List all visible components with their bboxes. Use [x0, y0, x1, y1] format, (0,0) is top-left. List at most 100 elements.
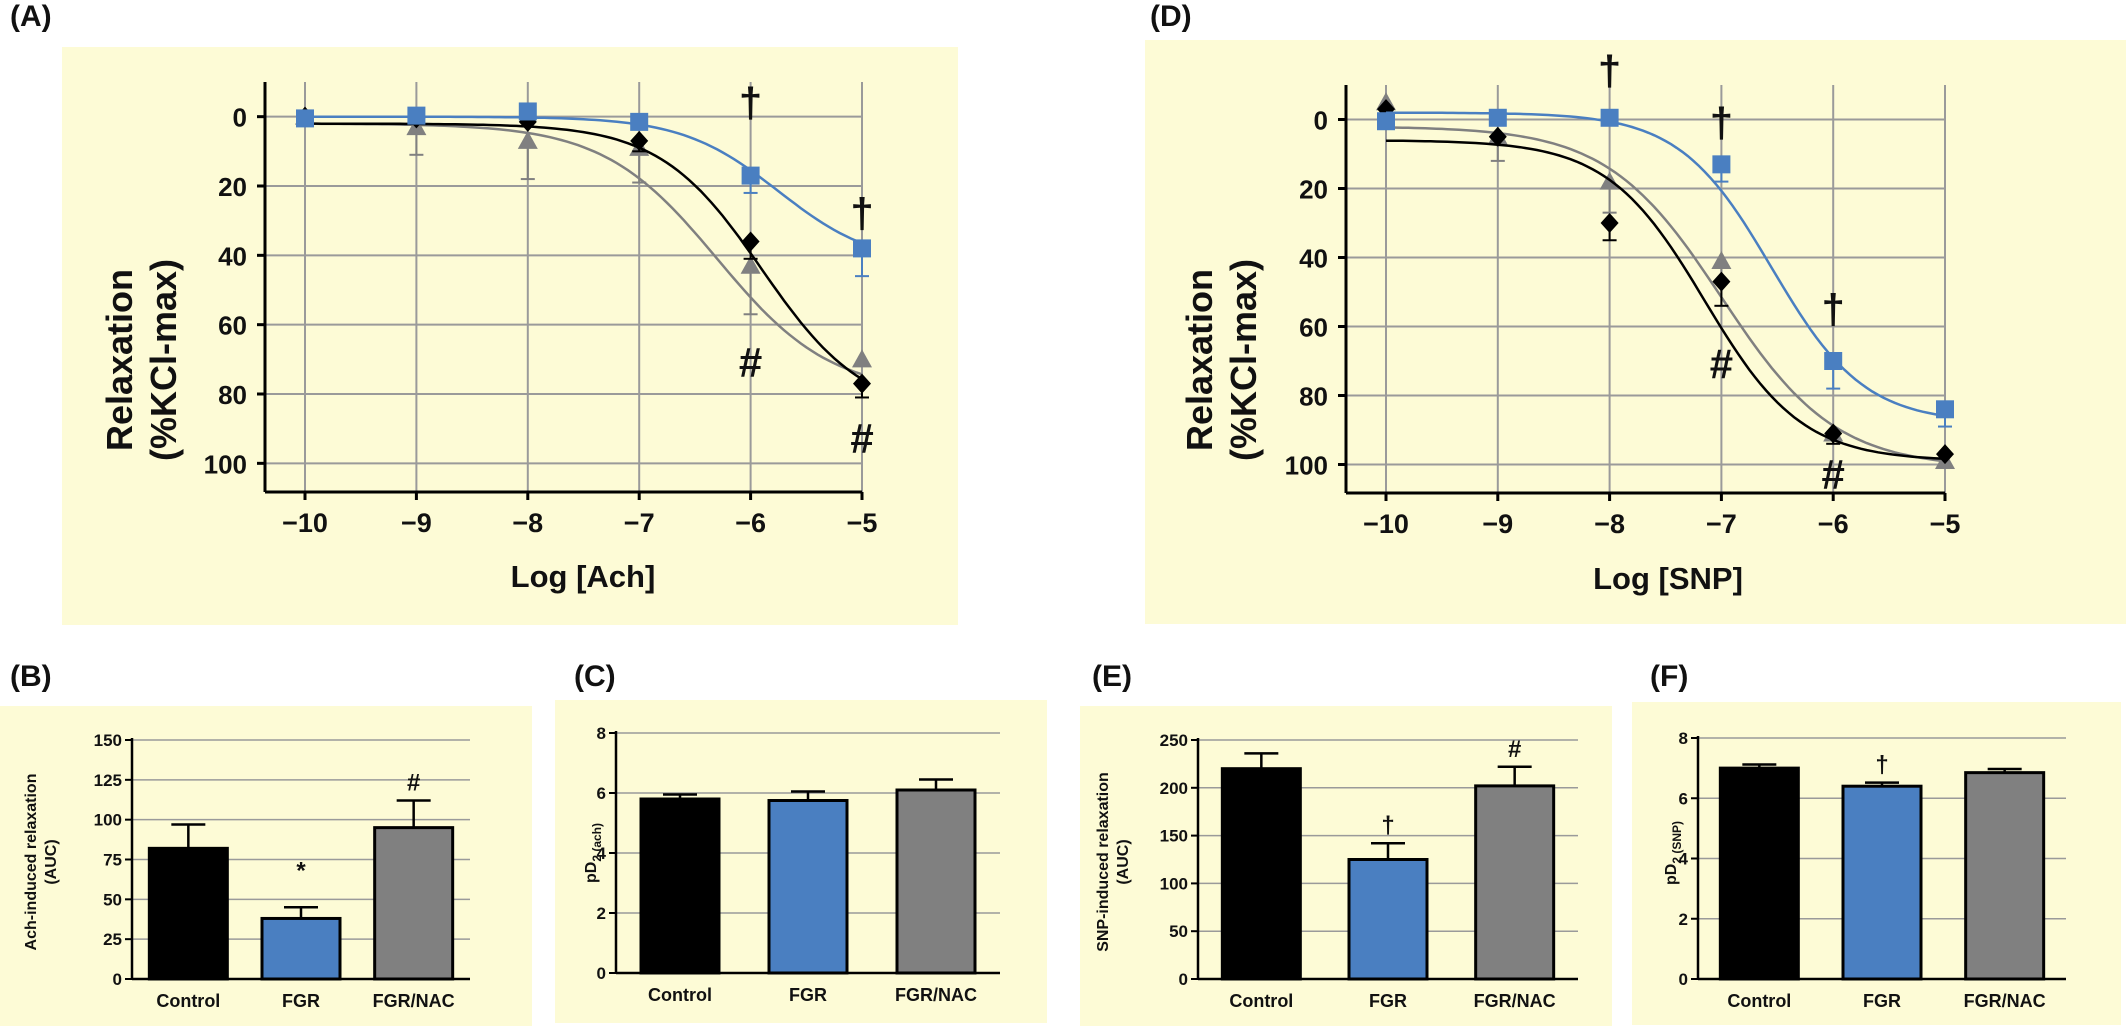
x-tick-label: FGR: [789, 985, 827, 1005]
y-tick-label: 6: [1679, 789, 1688, 808]
fit-curve: [305, 115, 863, 245]
y-axis-title-line: SNP-induced relaxation: [1095, 772, 1112, 952]
y-tick-label: 40: [1299, 244, 1328, 274]
significance-mark: †: [1710, 99, 1733, 146]
y-axis-title: Relaxation(%KCl-max): [1179, 259, 1264, 461]
bar-fgr: [1841, 784, 1923, 981]
x-tick-label: FGR: [1863, 991, 1901, 1011]
y-tick-label: 0: [597, 964, 606, 983]
y-tick-label: 0: [233, 103, 247, 133]
bar-fgr: [260, 916, 342, 981]
series-fgr: [296, 102, 871, 278]
x-tick-label: −5: [847, 508, 878, 538]
x-tick-label: FGR: [1369, 991, 1407, 1011]
y-tick-label: 250: [1160, 731, 1188, 750]
significance-mark: #: [407, 770, 420, 797]
data-point-square: [1377, 112, 1395, 131]
panel-label: (C): [574, 660, 616, 693]
bar-fgr_nac: [1474, 784, 1556, 981]
fit-curve: [1386, 111, 1946, 418]
y-tick-label: 60: [1299, 313, 1328, 343]
y-tick-label: 2: [597, 904, 606, 923]
x-tick-label: −7: [1706, 509, 1737, 539]
panel-a: (A) 0 20 40 60 80 100 −10 −9 −8 −7 −6 −5 Log [Ach] Rel…: [10, 0, 958, 625]
y-axis-title-subscript: 2 (SNP): [1670, 821, 1684, 864]
x-tick-label: FGR: [282, 991, 320, 1011]
y-tick-label: 60: [218, 311, 247, 341]
y-axis-title-main: pD: [583, 862, 600, 883]
x-tick-label: −5: [1930, 509, 1961, 539]
y-axis-title-subscript: 2 (ach): [590, 823, 604, 862]
x-tick-label: −7: [624, 508, 655, 538]
y-tick-label: 6: [597, 784, 606, 803]
y-axis-title: pD2 (SNP): [1663, 821, 1684, 885]
significance-mark: #: [1822, 451, 1845, 498]
y-tick-label: 100: [94, 811, 122, 830]
bar-control: [639, 797, 721, 975]
y-axis-title-line: (AUC): [43, 839, 60, 884]
y-tick-label: 100: [204, 449, 247, 479]
bar-fgr: [1347, 858, 1429, 981]
y-tick-label: 75: [103, 851, 122, 870]
data-point-diamond: [1600, 213, 1619, 233]
y-tick-label: 0: [1314, 106, 1328, 136]
y-tick-label: 80: [218, 380, 247, 410]
data-point-square: [518, 102, 537, 121]
y-axis-title: Relaxation(%KCl-max): [99, 259, 184, 461]
bar-fgr_nac: [1964, 771, 2046, 981]
x-axis-title: Log [SNP]: [1593, 561, 1743, 596]
data-point-diamond: [1712, 271, 1731, 292]
data-point-diamond: [1488, 126, 1507, 147]
y-axis-title: pD2 (ach): [583, 823, 604, 883]
data-point-square: [296, 109, 314, 128]
x-tick-label: −6: [1818, 509, 1849, 539]
data-point-diamond: [630, 130, 649, 151]
x-tick-label: FGR/NAC: [1964, 991, 2046, 1011]
data-point-square: [407, 106, 426, 125]
panel-c: (C) 0 2 4 6 8 Control FGR FGR/NAC pD2 (ach): [555, 660, 1047, 1023]
data-point-square: [1600, 108, 1619, 127]
x-tick-label: Control: [1229, 991, 1293, 1011]
data-point-square: [1936, 400, 1954, 419]
bar-fgr_nac: [895, 788, 977, 975]
panel-label: (F): [1650, 660, 1688, 693]
panel-label: (D): [1150, 0, 1192, 33]
significance-mark: #: [1508, 736, 1521, 763]
y-tick-label: 150: [1160, 827, 1188, 846]
bar-control: [147, 846, 229, 981]
y-axis-title-main: pD: [1663, 864, 1680, 885]
panel-b: (B) 0 25 50 75 100 125 150 Control FGR * FGR/NAC # Ac…: [0, 660, 532, 1026]
panel-label: (E): [1092, 660, 1132, 693]
x-tick-label: −9: [401, 508, 432, 538]
x-tick-label: −6: [735, 508, 766, 538]
data-point-triangle: [852, 349, 872, 368]
y-axis-title: Ach-induced relaxation (AUC): [23, 774, 60, 951]
y-tick-label: 200: [1160, 779, 1188, 798]
x-tick-label: −9: [1482, 509, 1513, 539]
data-point-triangle: [740, 255, 761, 274]
panel-f: (F) 0 2 4 6 8 Control FGR † FGR/NAC pD2 (SNP): [1632, 660, 2121, 1025]
fit-curve: [1386, 139, 1946, 461]
y-tick-label: 100: [1160, 874, 1188, 893]
x-tick-label: −8: [1594, 509, 1625, 539]
y-tick-label: 8: [597, 724, 606, 743]
data-point-square: [630, 112, 649, 131]
y-tick-label: 80: [1299, 382, 1328, 412]
y-axis-title-line: Relaxation: [99, 269, 140, 451]
y-tick-label: 50: [103, 890, 122, 909]
y-tick-label: 25: [103, 930, 122, 949]
y-tick-label: 0: [113, 970, 122, 989]
significance-mark: †: [1822, 285, 1845, 332]
panel-d: (D) 0 20 40 60 80 100 −10 −9 −8 −7 −6 −5 Log [SNP] Rel…: [1145, 0, 2126, 624]
bar-control: [1718, 766, 1800, 981]
x-tick-label: −8: [512, 508, 543, 538]
significance-mark: †: [739, 79, 762, 126]
x-tick-label: FGR/NAC: [895, 985, 977, 1005]
y-tick-label: 40: [218, 241, 247, 271]
y-axis-title-line: Ach-induced relaxation: [23, 774, 40, 951]
significance-mark: †: [1875, 752, 1888, 779]
y-axis-title-line: (%KCl-max): [1223, 259, 1264, 461]
x-tick-label: −10: [1363, 509, 1409, 539]
data-point-diamond: [853, 373, 871, 394]
